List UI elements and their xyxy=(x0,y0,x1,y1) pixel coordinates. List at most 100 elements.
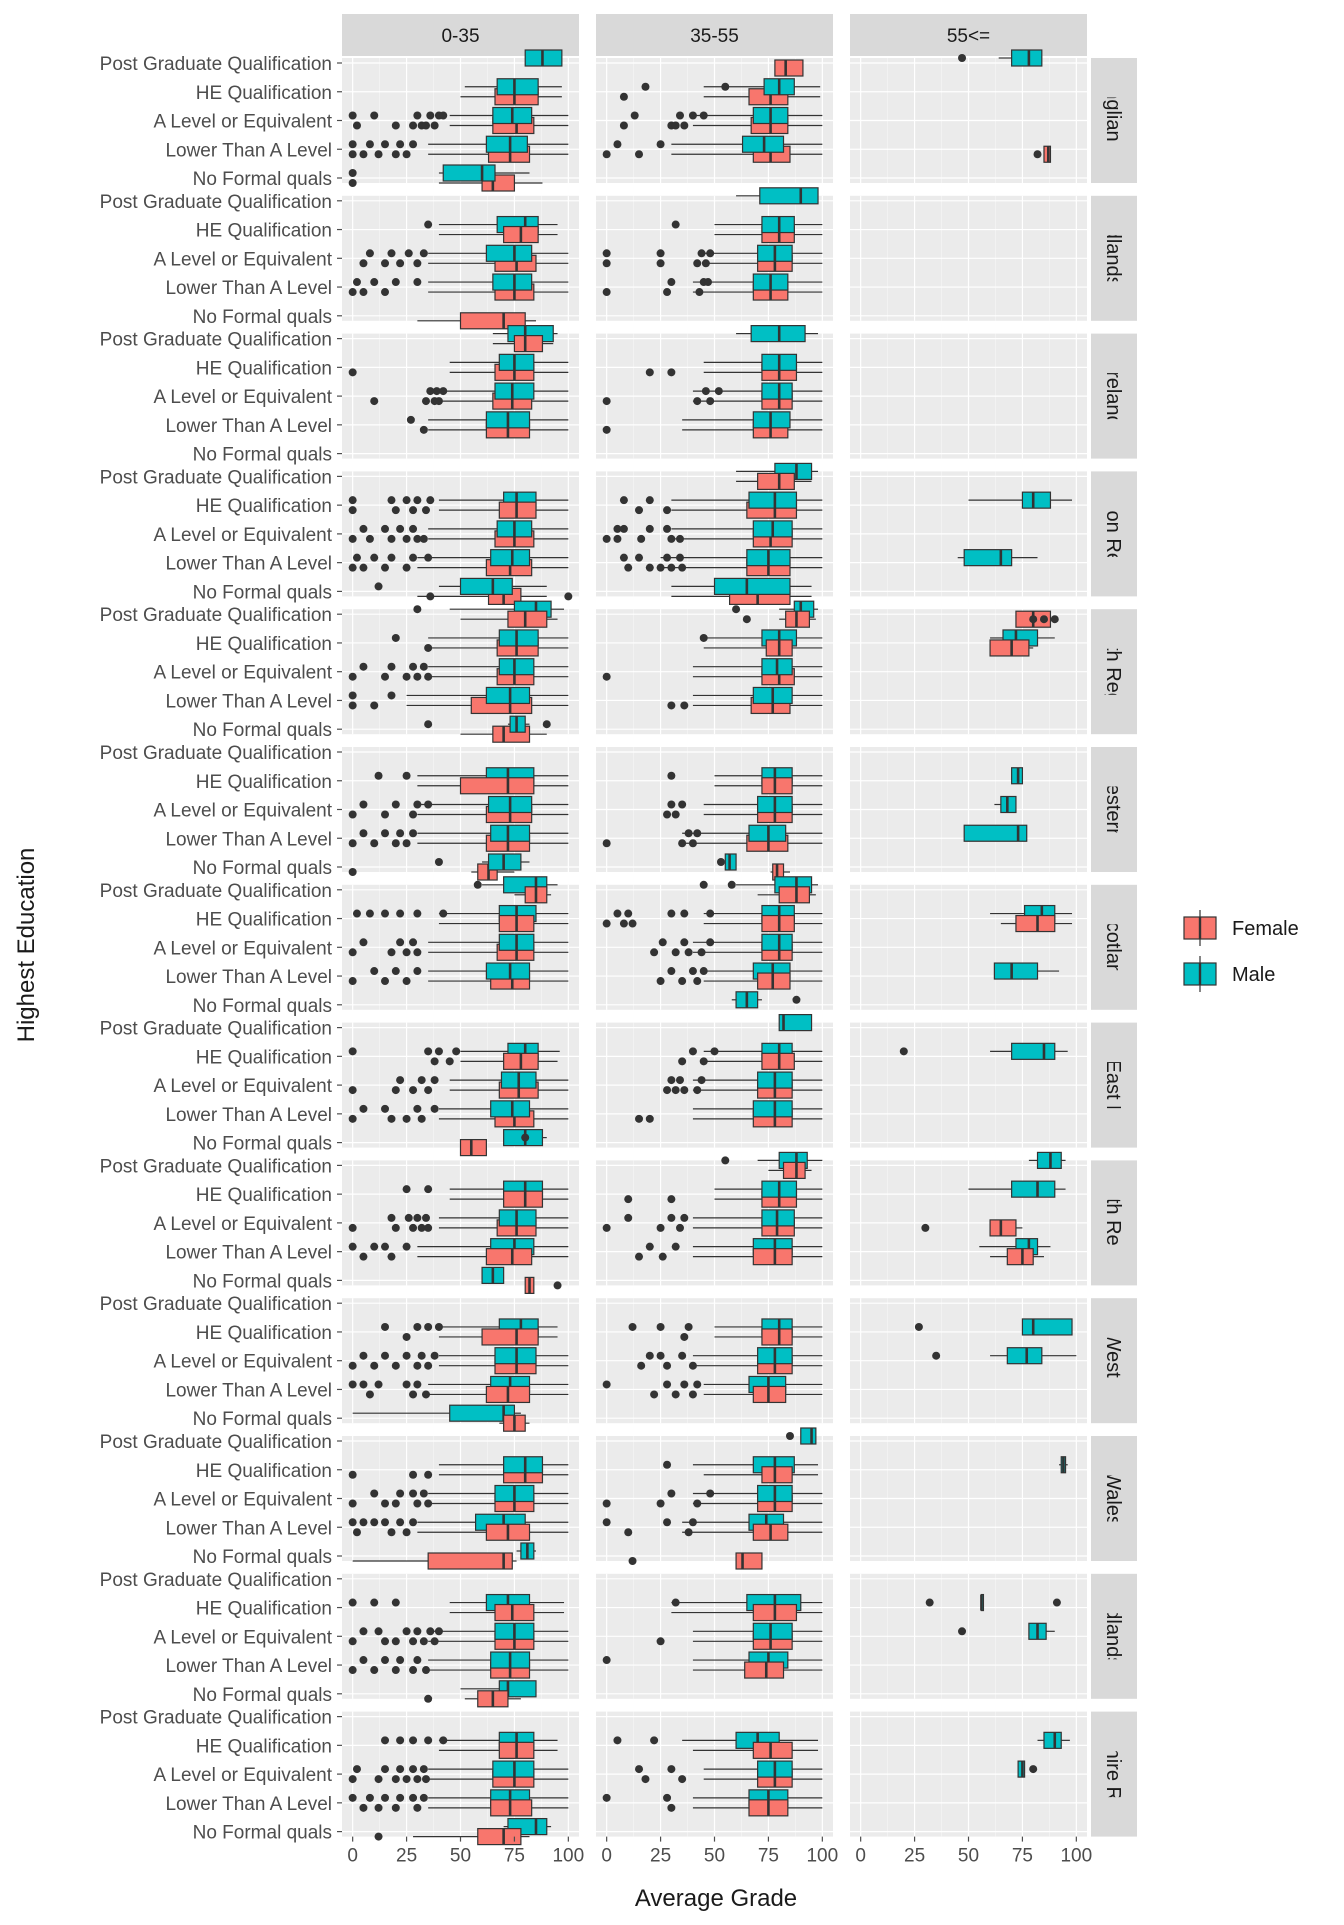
outlier-point xyxy=(688,1047,697,1056)
facet-strip-row xyxy=(1091,58,1137,183)
box-female xyxy=(692,1741,819,1759)
outlier-point xyxy=(667,1213,676,1222)
box-iqr xyxy=(477,1827,522,1846)
box-male xyxy=(359,824,569,842)
x-tick-label: 25 xyxy=(650,1846,671,1867)
y-tick-label: Post Graduate Qualification xyxy=(100,1432,332,1453)
outlier-point xyxy=(391,839,400,848)
outlier-point xyxy=(387,496,396,505)
box-male xyxy=(1011,767,1024,785)
y-tick-label: Post Graduate Qualification xyxy=(100,1570,332,1591)
outlier-point xyxy=(688,1518,697,1527)
y-tick-label: Lower Than A Level xyxy=(165,1794,332,1815)
box-male xyxy=(736,187,819,205)
outlier-point xyxy=(413,111,422,120)
outlier-point xyxy=(671,1390,680,1399)
outlier-point xyxy=(421,121,430,130)
outlier-point xyxy=(602,1656,611,1665)
outlier-point xyxy=(688,1390,697,1399)
outlier-point xyxy=(381,829,390,838)
outlier-point xyxy=(391,1598,400,1607)
legend-item-male: Male xyxy=(1180,954,1275,994)
outlier-point xyxy=(678,977,687,986)
outlier-point xyxy=(417,1076,426,1085)
box-iqr xyxy=(485,244,533,262)
outlier-point xyxy=(396,1518,405,1527)
box-male xyxy=(667,795,823,814)
box-female xyxy=(438,1741,558,1759)
facet-panel xyxy=(850,195,1087,321)
box-male xyxy=(624,1209,823,1227)
outlier-point xyxy=(396,909,405,918)
outlier-point xyxy=(359,800,368,809)
outlier-point xyxy=(542,720,551,729)
box-male xyxy=(1037,1731,1070,1749)
y-tick-label: Lower Than A Level xyxy=(165,1380,332,1401)
outlier-point xyxy=(721,1156,730,1165)
box-female xyxy=(742,610,816,628)
outlier-point xyxy=(381,1518,390,1527)
outlier-point xyxy=(381,672,390,681)
outlier-point xyxy=(352,1765,361,1774)
outlier-point xyxy=(602,1793,611,1802)
facet-strip-row xyxy=(1091,195,1137,321)
outlier-point xyxy=(663,810,672,819)
outlier-point xyxy=(387,1213,396,1222)
outlier-point xyxy=(396,829,405,838)
y-tick-label: Lower Than A Level xyxy=(165,140,332,161)
outlier-point xyxy=(419,1489,428,1498)
box-iqr xyxy=(503,1190,544,1208)
y-tick-label: A Level or Equivalent xyxy=(153,1627,332,1648)
outlier-point xyxy=(381,1322,390,1331)
box-male xyxy=(925,1593,1061,1612)
outlier-point xyxy=(348,534,357,543)
outlier-point xyxy=(613,140,622,149)
outlier-point xyxy=(348,1666,357,1675)
outlier-point xyxy=(716,858,725,866)
outlier-point xyxy=(365,1793,374,1802)
facet-panel xyxy=(596,187,833,321)
outlier-point xyxy=(348,701,357,710)
facet-panel xyxy=(850,609,1087,735)
box-iqr xyxy=(490,549,531,567)
y-tick-label: HE Qualification xyxy=(196,496,332,517)
outlier-point xyxy=(409,938,418,947)
box-iqr xyxy=(989,639,1030,657)
legend-label: Male xyxy=(1232,964,1275,986)
outlier-point xyxy=(419,662,428,671)
box-iqr xyxy=(800,1427,817,1445)
outlier-point xyxy=(404,1213,413,1222)
outlier-point xyxy=(424,643,433,652)
y-tick-label: Post Graduate Qualification xyxy=(100,743,332,764)
outlier-point xyxy=(663,1460,672,1469)
box-iqr xyxy=(485,962,531,980)
outlier-point xyxy=(1052,1598,1061,1607)
outlier-point xyxy=(650,948,659,957)
outlier-point xyxy=(374,1775,383,1784)
box-iqr xyxy=(503,1456,544,1474)
outlier-point xyxy=(706,909,715,918)
facet-panel xyxy=(596,747,833,881)
box-male xyxy=(370,1484,569,1503)
outlier-point xyxy=(406,415,415,424)
box-male xyxy=(352,1760,569,1778)
outlier-point xyxy=(693,397,702,406)
box-iqr xyxy=(778,886,810,904)
outlier-point xyxy=(452,1047,461,1056)
outlier-point xyxy=(432,387,441,396)
outlier-point xyxy=(391,1361,400,1370)
facet-strip-row-label: East Midlands Region xyxy=(1102,161,1124,356)
outlier-point xyxy=(348,839,357,848)
box-iqr xyxy=(507,610,548,628)
outlier-point xyxy=(421,506,430,515)
outlier-point xyxy=(413,1322,422,1331)
box-female xyxy=(602,914,823,933)
outlier-point xyxy=(675,553,684,562)
outlier-point xyxy=(742,615,751,624)
outlier-point xyxy=(381,563,390,572)
outlier-point xyxy=(637,1361,646,1370)
outlier-point xyxy=(678,1057,687,1066)
outlier-point xyxy=(370,1518,379,1527)
box-iqr xyxy=(498,353,535,371)
outlier-point xyxy=(684,948,693,957)
